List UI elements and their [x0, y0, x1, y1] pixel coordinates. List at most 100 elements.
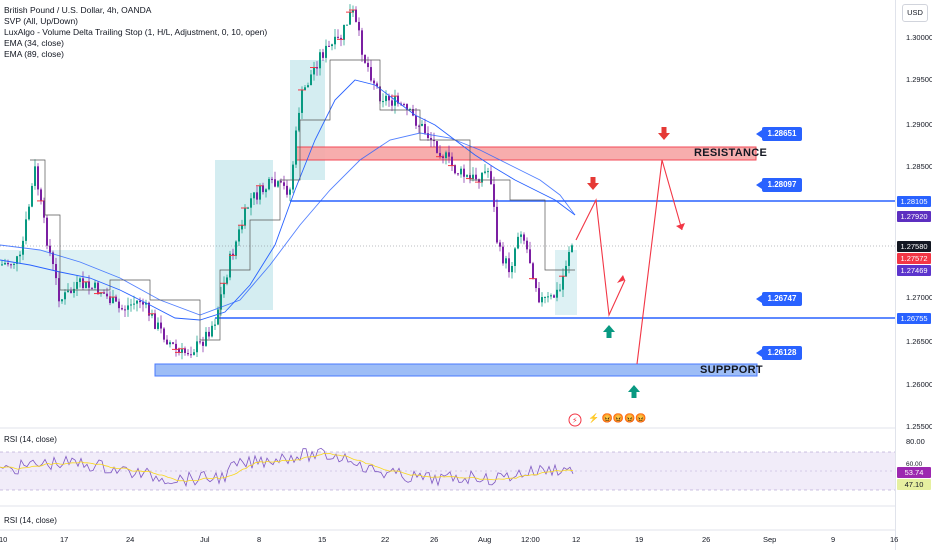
- candle-body: [130, 304, 132, 306]
- price-chart[interactable]: ⚡: [0, 0, 895, 550]
- candle-body: [292, 164, 294, 190]
- candle-body: [391, 100, 393, 106]
- arrowhead: [617, 275, 625, 283]
- candle-body: [529, 249, 531, 264]
- candle-body: [298, 112, 300, 131]
- time-tick: 22: [381, 535, 390, 544]
- candle-body: [241, 225, 243, 230]
- candle-body: [259, 185, 261, 200]
- red-down-arrow-icon: [587, 177, 599, 190]
- indicator-svp[interactable]: SVP (All, Up/Down): [4, 16, 79, 26]
- lightning-icon[interactable]: [568, 413, 582, 427]
- candle-body: [463, 168, 465, 177]
- candle-body: [172, 342, 174, 344]
- time-tick: 15: [318, 535, 327, 544]
- label-pointer: [756, 295, 762, 303]
- price-tick: 1.28500: [906, 162, 932, 171]
- candle-body: [397, 96, 399, 104]
- candle-body: [280, 181, 282, 183]
- candle-body: [352, 10, 354, 13]
- candle-body: [238, 229, 240, 242]
- candle-body: [436, 141, 438, 153]
- candle-body: [28, 206, 30, 220]
- candle-body: [475, 174, 477, 180]
- candle-body: [487, 171, 489, 173]
- candle-body: [244, 208, 246, 226]
- candle-body: [25, 219, 27, 241]
- ema-89-line: [0, 132, 576, 316]
- level-label-126747[interactable]: 1.26747: [762, 292, 802, 306]
- rsi-top-label[interactable]: RSI (14, close): [4, 435, 57, 444]
- candle-body: [514, 248, 516, 266]
- candle-body: [46, 217, 48, 246]
- candle-body: [382, 101, 384, 103]
- candle-body: [433, 139, 435, 142]
- price-badge: 1.27572: [897, 253, 931, 264]
- candle-body: [394, 96, 396, 106]
- candle-body: [355, 10, 357, 22]
- price-tick: 1.30000: [906, 33, 932, 42]
- support-text: SUPPPORT: [700, 364, 763, 376]
- level-label-128651[interactable]: 1.28651: [762, 127, 802, 141]
- candle-body: [376, 83, 378, 87]
- candle-body: [34, 166, 36, 186]
- time-tick: 8: [257, 535, 262, 544]
- candle-body: [148, 302, 150, 316]
- candle-body: [445, 152, 447, 159]
- time-tick: 9: [831, 535, 836, 544]
- time-tick: 16: [890, 535, 899, 544]
- candle-body: [145, 302, 147, 305]
- support-zone[interactable]: [154, 363, 758, 377]
- candle-body: [106, 293, 108, 297]
- candle-body: [169, 342, 171, 345]
- candle-body: [481, 172, 483, 183]
- candle-body: [505, 258, 507, 264]
- rsi-tick: 60.00: [906, 461, 923, 468]
- candle-body: [571, 245, 573, 253]
- candle-body: [268, 178, 270, 190]
- candle-body: [109, 296, 111, 304]
- currency-button[interactable]: USD: [902, 4, 928, 22]
- candle-body: [121, 308, 123, 310]
- indicator-luxalgo[interactable]: LuxAlgo - Volume Delta Trailing Stop (1,…: [4, 27, 268, 37]
- candlesticks: [1, 4, 573, 360]
- candle-body: [301, 89, 303, 113]
- candle-body: [502, 246, 504, 264]
- candle-body: [205, 331, 207, 346]
- candle-body: [112, 297, 114, 304]
- indicator-ema89[interactable]: EMA (89, close): [4, 49, 64, 59]
- candle-body: [31, 185, 33, 207]
- candle-body: [286, 185, 288, 195]
- candle-body: [151, 313, 153, 316]
- price-tick: 1.26500: [906, 337, 932, 346]
- candle-body: [520, 234, 522, 237]
- rsi-bottom-label[interactable]: RSI (14, close): [4, 516, 57, 525]
- chart-legend: British Pound / U.S. Dollar, 4h, OANDA S…: [4, 5, 267, 60]
- candle-body: [58, 278, 60, 302]
- candle-body: [79, 278, 81, 283]
- candle-body: [439, 152, 441, 157]
- level-label-126128[interactable]: 1.26128: [762, 346, 802, 360]
- resistance-zone[interactable]: [295, 146, 757, 161]
- price-badge: 1.28105: [897, 196, 931, 207]
- candle-body: [367, 62, 369, 68]
- candle-body: [220, 294, 222, 310]
- candle-body: [541, 297, 543, 303]
- time-tick: Jul: [200, 535, 210, 544]
- indicator-ema34[interactable]: EMA (34, close): [4, 38, 64, 48]
- candle-body: [262, 185, 264, 193]
- candle-body: [313, 67, 315, 75]
- symbol-title[interactable]: British Pound / U.S. Dollar, 4h, OANDA: [4, 5, 152, 15]
- candle-body: [508, 258, 510, 273]
- projection-path-2: [636, 159, 683, 365]
- svp-zone: [555, 250, 577, 315]
- time-tick: 12: [572, 535, 581, 544]
- time-tick: Aug: [478, 535, 492, 544]
- candle-body: [127, 305, 129, 310]
- candle-body: [328, 45, 330, 47]
- reaction-emojis[interactable]: ⚡ 😡😡😡😡: [588, 413, 647, 423]
- candle-body: [181, 348, 183, 353]
- candle-body: [82, 278, 84, 288]
- level-label-128097[interactable]: 1.28097: [762, 178, 802, 192]
- candle-body: [349, 12, 351, 25]
